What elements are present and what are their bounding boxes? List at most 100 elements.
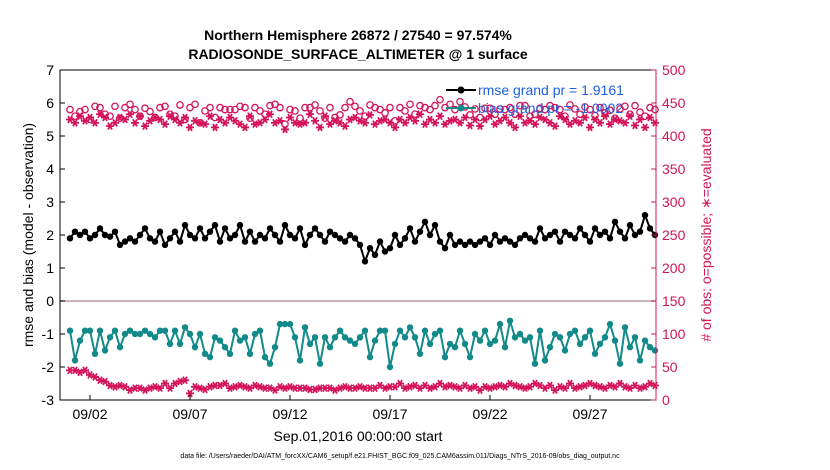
- evaluated-count-point: [326, 120, 334, 129]
- evaluated-count-point: [351, 384, 359, 393]
- bias-point: [351, 340, 359, 348]
- evaluated-count-point: [566, 120, 574, 129]
- evaluated-count-point: [571, 384, 579, 393]
- bias-point: [636, 357, 644, 364]
- bias-point: [246, 350, 254, 357]
- possible-count-point: [126, 100, 134, 109]
- evaluated-count-point: [121, 115, 129, 124]
- evaluated-count-point: [491, 120, 499, 129]
- evaluated-count-point: [86, 113, 94, 122]
- right-y-axis: 0 50 100 150 200 250 300 350 400 450 500: [651, 62, 686, 408]
- possible-count-point: [96, 103, 104, 112]
- evaluated-count-point: [596, 118, 604, 127]
- possible-count-point: [501, 105, 509, 114]
- evaluated-count-point: [96, 110, 104, 119]
- evaluated-count-point: [91, 372, 99, 381]
- evaluated-count-point: [476, 386, 484, 395]
- evaluated-count-point: [546, 118, 554, 127]
- rmse-point: [366, 245, 374, 252]
- evaluated-count-point: [491, 382, 499, 391]
- evaluated-count-point: [471, 115, 479, 124]
- evaluated-count-point: [576, 118, 584, 127]
- rmse-point: [551, 228, 559, 235]
- rmse-point: [346, 231, 354, 239]
- bias-point: [321, 334, 329, 341]
- evaluated-count-point: [526, 116, 534, 125]
- right-tick-label: 50: [662, 359, 678, 375]
- evaluated-count-point: [311, 116, 319, 125]
- evaluated-count-point: [111, 382, 119, 391]
- bias-point: [211, 334, 219, 341]
- evaluated-count-point: [336, 384, 344, 393]
- possible-count-point: [206, 103, 214, 112]
- evaluated-count-point: [286, 382, 294, 391]
- evaluated-count-point: [261, 115, 269, 124]
- evaluated-count-point: [221, 379, 229, 388]
- possible-count-point: [241, 103, 249, 112]
- bias-point: [341, 334, 349, 341]
- evaluated-count-point: [236, 120, 244, 129]
- rmse-point: [81, 228, 89, 235]
- rmse-point: [281, 221, 289, 229]
- possible-count-point: [176, 101, 184, 109]
- rmse-point: [291, 235, 299, 242]
- bias-point: [431, 330, 439, 338]
- evaluated-count-point: [501, 382, 509, 391]
- evaluated-count-point: [551, 386, 559, 395]
- rmse-point: [441, 245, 449, 252]
- possible-count-point: [421, 103, 429, 112]
- evaluated-count-point: [606, 120, 614, 129]
- bias-point: [271, 344, 279, 351]
- x-axis-label: Sep.01,2016 00:00:00 start: [274, 428, 443, 444]
- rmse-point: [386, 245, 394, 252]
- bias-point: [606, 320, 614, 328]
- rmse-point: [421, 218, 429, 225]
- evaluated-count-point: [641, 382, 649, 391]
- rmse-point: [271, 231, 279, 239]
- evaluated-count-point: [156, 384, 164, 393]
- evaluated-count-point: [256, 382, 264, 391]
- rmse-point: [216, 238, 224, 245]
- bias-point: [191, 344, 199, 351]
- evaluated-count-point: [71, 118, 79, 127]
- rmse-point: [126, 235, 134, 242]
- evaluated-count-point: [516, 382, 524, 391]
- possible-count-point: [356, 107, 364, 115]
- evaluated-count-point: [506, 118, 514, 127]
- bias-point: [556, 334, 564, 341]
- bias-point: [386, 363, 394, 371]
- possible-count-point: [276, 103, 284, 112]
- possible-count-point: [236, 102, 244, 111]
- rmse-point: [456, 238, 464, 245]
- evaluated-count-point: [421, 120, 429, 129]
- bias-point: [631, 334, 639, 341]
- evaluated-count-point: [301, 118, 309, 127]
- evaluated-count-point: [166, 384, 174, 393]
- evaluated-count-point: [111, 118, 119, 127]
- possible-count-point: [386, 103, 394, 112]
- possible-count-point: [516, 101, 524, 110]
- rmse-line: [69, 212, 656, 265]
- bias-point: [576, 340, 584, 348]
- evaluated-count-point: [586, 123, 594, 132]
- bias-point: [121, 330, 129, 338]
- rmse-point: [91, 231, 99, 239]
- bias-point: [516, 330, 524, 338]
- rmse-point: [641, 212, 649, 219]
- x-axis: 09/02 09/07 09/12 09/17 09/22 09/27: [72, 395, 608, 422]
- bias-point: [241, 334, 249, 341]
- evaluated-count-point: [341, 122, 349, 131]
- possible-count-point: [301, 103, 309, 112]
- evaluated-count-point: [241, 382, 249, 391]
- possible-count-point: [496, 105, 504, 113]
- evaluated-count-point: [446, 116, 454, 125]
- rmse-point: [256, 231, 264, 239]
- evaluated-count-point: [66, 115, 74, 124]
- possible-count-point: [646, 103, 654, 112]
- bias-point: [101, 347, 109, 354]
- rmse-point: [76, 231, 84, 239]
- rmse-point: [86, 235, 94, 242]
- rmse-point: [231, 231, 239, 239]
- bias-point: [176, 340, 184, 348]
- evaluated-count-point: [446, 381, 454, 390]
